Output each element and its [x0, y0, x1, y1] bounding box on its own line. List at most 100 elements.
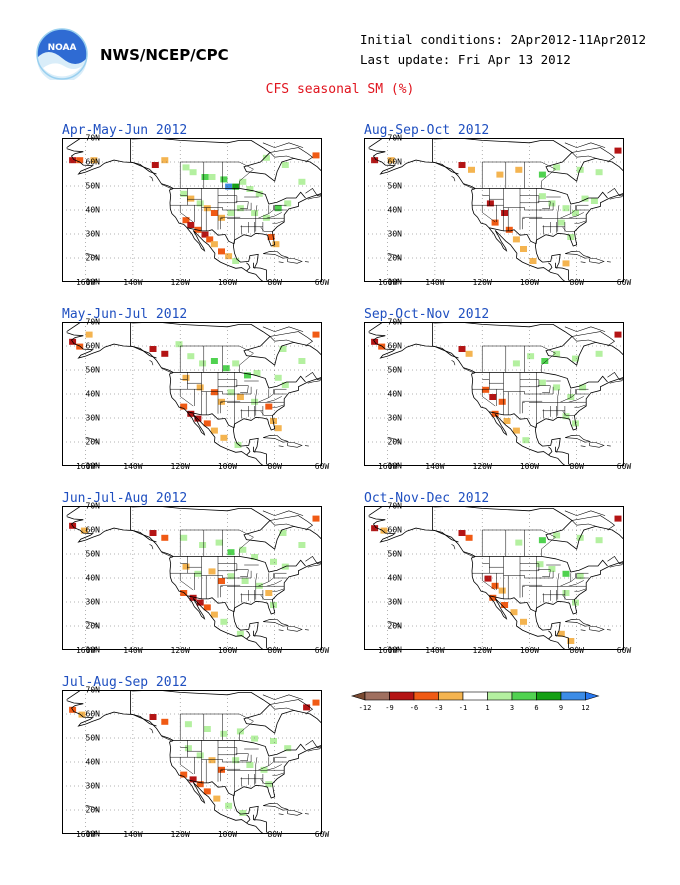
anomaly-cell [228, 210, 235, 216]
anomaly-cell [485, 576, 492, 582]
panel-title: May-Jun-Jul 2012 [62, 307, 187, 322]
island-outline [263, 695, 303, 700]
anomaly-cell [211, 358, 218, 364]
lat-label: 70N [388, 318, 402, 327]
anomaly-cell [161, 351, 168, 357]
anomaly-cell [216, 540, 223, 546]
lat-label: 60N [86, 710, 100, 719]
anomaly-cell [239, 810, 246, 816]
anomaly-cell [270, 559, 277, 565]
lon-label: 60W [315, 278, 329, 287]
state-border [482, 205, 495, 222]
colorbar-swatch [463, 692, 488, 700]
colorbar-label: -1 [459, 704, 467, 712]
lat-label: 50N [86, 550, 100, 559]
anomaly-cell [211, 389, 218, 395]
anomaly-cell [466, 535, 473, 541]
lat-label: 60N [86, 158, 100, 167]
state-border [275, 389, 287, 394]
colorbar-swatch [365, 692, 390, 700]
anomaly-cell [563, 571, 570, 577]
lon-label: 120W [473, 278, 492, 287]
lon-label: 140W [123, 278, 142, 287]
lat-label: 60N [388, 342, 402, 351]
island-outline [565, 435, 590, 442]
island-outline [270, 148, 313, 162]
lon-label: 100W [218, 830, 237, 839]
colorbar-swatch [512, 692, 537, 700]
lat-label: 70N [86, 502, 100, 511]
island-outline [288, 627, 302, 632]
lat-label: 40N [86, 758, 100, 767]
soil-moisture-map [62, 138, 322, 282]
island-outline [279, 814, 284, 815]
anomaly-cell [275, 425, 282, 431]
state-border [261, 411, 273, 416]
anomaly-cell [499, 399, 506, 405]
state-border [236, 386, 249, 393]
country-border [489, 228, 536, 244]
lon-label: 80W [569, 462, 583, 471]
anomaly-cell [615, 148, 622, 154]
state-border [236, 570, 249, 577]
anomaly-cell [190, 169, 197, 175]
state-border [482, 564, 503, 568]
anomaly-cell [282, 162, 289, 168]
anomaly-cell [237, 205, 244, 211]
state-border [504, 576, 542, 578]
anomaly-cell [161, 157, 168, 163]
anomaly-cell [220, 435, 227, 441]
lat-label: 20N [388, 254, 402, 263]
anomaly-cell [218, 399, 225, 405]
country-border [246, 447, 250, 455]
state-border [269, 757, 274, 765]
anomaly-cell [235, 442, 242, 448]
lon-label: 80W [267, 646, 281, 655]
anomaly-cell [275, 375, 282, 381]
anomaly-cell [563, 205, 570, 211]
island-outline [150, 360, 154, 365]
anomaly-cell [220, 619, 227, 625]
anomaly-cell [211, 428, 218, 434]
panel-title: Sep-Oct-Nov 2012 [364, 307, 489, 322]
anomaly-cell [530, 258, 537, 264]
state-border [522, 402, 524, 413]
anomaly-cell [187, 196, 194, 202]
island-outline [263, 251, 288, 258]
anomaly-cell [539, 380, 546, 386]
anomaly-cell [213, 796, 220, 802]
initial-conditions: Initial conditions: 2Apr2012-11Apr2012 [360, 32, 646, 47]
island-outline [263, 143, 303, 148]
anomaly-cell [218, 767, 225, 773]
anomaly-cell [209, 757, 216, 763]
lon-label: 60W [315, 646, 329, 655]
anomaly-cell [459, 162, 466, 168]
state-border [258, 398, 269, 403]
lat-label: 30N [86, 414, 100, 423]
lat-label: 40N [388, 390, 402, 399]
lat-label: 70N [388, 502, 402, 511]
anomaly-cell [197, 752, 204, 758]
anomaly-cell [161, 719, 168, 725]
island-outline [572, 148, 615, 162]
state-border [180, 757, 193, 774]
anomaly-cell [596, 351, 603, 357]
island-outline [305, 446, 309, 447]
island-outline [288, 443, 302, 448]
anomaly-cell [298, 179, 305, 185]
country-border [548, 631, 552, 639]
anomaly-cell [152, 162, 159, 168]
lat-label: 70N [86, 134, 100, 143]
lon-label: 160W [76, 462, 95, 471]
anomaly-cell [211, 241, 218, 247]
anomaly-cell [242, 578, 249, 584]
lon-label: 80W [267, 462, 281, 471]
state-border [180, 573, 193, 590]
state-border [180, 389, 193, 406]
anomaly-cell [204, 604, 211, 610]
lat-label: 40N [388, 574, 402, 583]
anomaly-cell [199, 360, 206, 366]
anomaly-cell [218, 215, 225, 221]
